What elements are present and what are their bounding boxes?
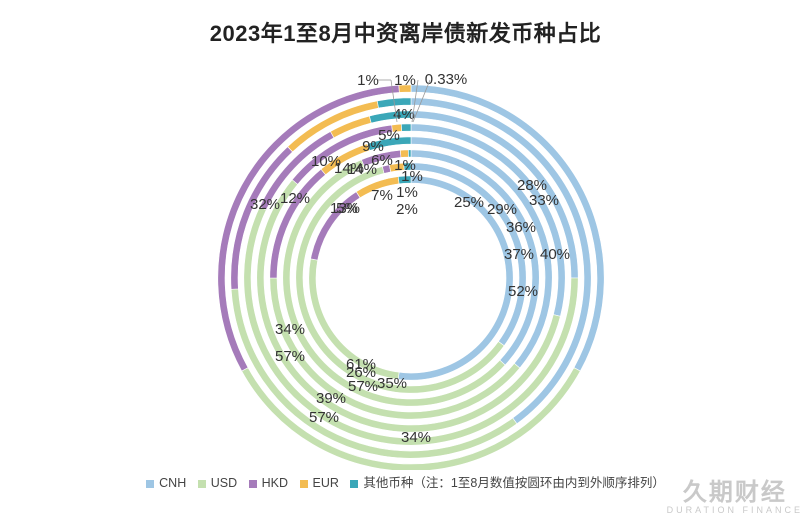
leader-line-4: [412, 79, 431, 123]
ring-8-label-hkd: 32%: [250, 196, 280, 213]
ring-8-label-cnh: 33%: [529, 192, 559, 209]
ring-3-label-eur: 1%: [401, 168, 423, 185]
ring-8-label-usd: 34%: [275, 321, 305, 338]
legend-swatch-eur: [299, 479, 308, 488]
ring-2-label-cnh: 35%: [377, 375, 407, 392]
ring-4-label-eur: 6%: [371, 152, 393, 169]
ring-6-label-eur: 4%: [393, 106, 415, 123]
legend-item-other: 其他币种（注：1至8月数值按圆环由内到外顺序排列）: [350, 472, 665, 491]
legend-label-other: 其他币种: [363, 476, 414, 490]
legend-swatch-other: [350, 479, 359, 488]
ring-label-extra-1: 28%: [517, 177, 547, 194]
ring-5-label-usd: 57%: [275, 348, 305, 365]
legend-item-usd: USD: [197, 476, 238, 490]
ring-6-label-usd: 57%: [309, 409, 339, 426]
ring-6-segment-other: [369, 110, 412, 124]
ring-7-label-hkd: 14%: [347, 161, 377, 178]
ring-4-label-cnh: 36%: [506, 219, 536, 236]
legend-label-hkd: HKD: [261, 476, 289, 490]
ring-3-label-usd: 57%: [348, 378, 378, 395]
ring-4-segment-other: [366, 136, 412, 151]
ring-3-label-cnh: 37%: [504, 246, 534, 263]
ring-5-label-other: 1%: [394, 72, 416, 89]
ring-7-label-eur: 9%: [362, 138, 384, 155]
ring-4-label-other: 5%: [378, 127, 400, 144]
ring-1-label-other: 2%: [396, 201, 418, 218]
leader-line-3: [411, 79, 419, 123]
watermark-main: 久期财经: [682, 478, 787, 506]
legend-item-eur: EUR: [299, 476, 339, 490]
ring-7-label-cnh: 40%: [540, 246, 570, 263]
ring-2-segment-other: [403, 162, 412, 171]
ring-5-label-hkd: 12%: [280, 190, 310, 207]
ring-4-label-hkd: 14%: [334, 160, 364, 177]
legend-note: （注：1至8月数值按圆环由内到外顺序排列）: [413, 476, 665, 490]
ring-label-extra-2: 1%: [396, 184, 418, 201]
legend-label-cnh: CNH: [159, 476, 187, 490]
legend-item-cnh: CNH: [146, 476, 186, 490]
legend: CNH USD HKD EUR 其他币种（注：1至8月数值按圆环由内到外顺序排列…: [0, 472, 811, 491]
ring-5-label-cnh: 29%: [487, 201, 517, 218]
ring-3-segment-other: [408, 149, 412, 158]
ring-1-label-eur: 7%: [371, 187, 393, 204]
watermark-logo: 久期财经 DURATION FINANCE: [667, 472, 803, 515]
legend-swatch-hkd: [248, 479, 257, 488]
legend-label-usd: USD: [210, 476, 238, 490]
legend-item-hkd: HKD: [248, 476, 289, 490]
ring-3-label-hkd: 5%: [336, 200, 358, 217]
ring-1-label-usd: 26%: [346, 364, 376, 381]
ring-4-label-usd: 39%: [316, 390, 346, 407]
ring-7-label-usd: 34%: [401, 429, 431, 446]
watermark-sub: DURATION FINANCE: [666, 505, 803, 515]
ring-1-segment-other: [397, 175, 412, 185]
ring-2-label-usd: 61%: [346, 356, 376, 373]
ring-8-segment-eur: [398, 84, 412, 93]
ring-5-label-eur: 1%: [394, 157, 416, 174]
leader-line-2: [390, 79, 398, 123]
ring-3-label-other: 0.33%: [425, 71, 468, 88]
ring-6-label-hkd: 10%: [311, 153, 341, 170]
ring-1-label-cnh: 52%: [508, 283, 538, 300]
ring-8-label-eur: 1%: [357, 72, 379, 89]
ring-1-label-hkd: 13%: [330, 200, 360, 217]
donut-chart: 52% 26% 13% 7%2% 35%61% 37% 57% 5% 1% 0.33% 36% 39%…: [217, 71, 605, 470]
ring-6-label-cnh: 25%: [454, 194, 484, 211]
legend-swatch-cnh: [146, 479, 155, 488]
ring-5-segment-other: [400, 123, 412, 132]
chart-title: 2023年1至8月中资离岸债新发币种占比: [209, 21, 602, 46]
legend-label-eur: EUR: [312, 476, 339, 490]
legend-swatch-usd: [197, 479, 206, 488]
